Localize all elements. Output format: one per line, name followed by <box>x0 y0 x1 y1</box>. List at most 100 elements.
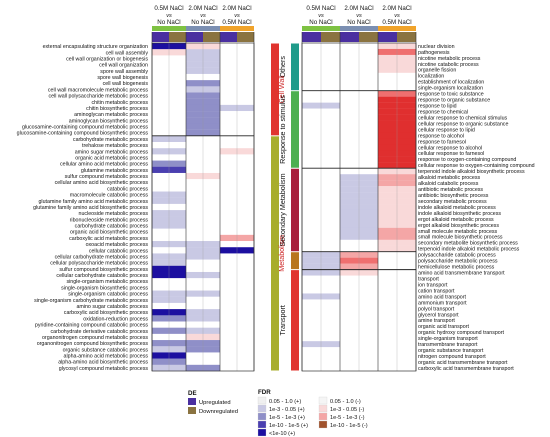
row-label: catabolic process <box>107 186 148 192</box>
row-label: macromolecule catabolic process <box>70 193 149 199</box>
row-label: cellular response to alcohol <box>418 145 482 151</box>
row-label: transport <box>418 276 439 282</box>
row-label: single-organism transport <box>418 336 478 342</box>
row-label: organic acid transmembrane transport <box>418 360 508 366</box>
column-header-top: 2.0M NaCl <box>222 5 251 12</box>
row-label: small molecule biosynthetic process <box>418 235 503 241</box>
fdr-down-label: 0.05 - 1.0 (-) <box>330 399 361 405</box>
group-color-strip <box>291 270 299 371</box>
row-label: organic acid metabolic process <box>75 155 148 161</box>
row-label: response to lipid <box>418 104 457 110</box>
row-label: single-organism localization <box>418 86 483 92</box>
row-label: cellular response to farnesol <box>418 151 484 157</box>
fdr-up-swatch <box>257 412 267 421</box>
group-label: Cell Wall <box>277 75 286 103</box>
column-color-bar <box>378 26 416 31</box>
fdr-down-label: 1e-10 - 1e-5 (-) <box>330 423 368 429</box>
row-label: localization <box>418 74 444 80</box>
row-label: cell wall assembly <box>106 50 149 56</box>
row-label: amino sugar metabolic process <box>75 149 149 155</box>
row-label: cell wall organization or biogenesis <box>66 56 148 62</box>
row-label: cell wall biogenesis <box>103 81 149 87</box>
row-label: cell wall polysaccharide metabolic proce… <box>48 94 148 100</box>
row-label: cation transport <box>418 288 455 294</box>
row-label: alkaloid metabolic process <box>418 175 480 181</box>
fdr-down-swatch <box>318 396 328 405</box>
row-label: cellular catabolic process <box>89 248 149 254</box>
row-label: terpenoid indole alkaloid metabolic proc… <box>418 247 520 253</box>
row-label: glutamine family amino acid biosynthetic… <box>33 205 148 211</box>
row-label: ribonucleoside metabolic process <box>70 217 149 223</box>
group-color-strip <box>291 91 299 168</box>
group-label: Others <box>278 56 287 78</box>
row-label: carbohydrate catabolic process <box>75 224 149 230</box>
row-label: single-organism biosynthetic process <box>61 285 148 291</box>
row-label: cell wall macromolecule metabolic proces… <box>48 87 148 93</box>
row-label: response to alcohol <box>418 133 464 139</box>
column-header-top: 0.5M NaCl <box>154 5 183 12</box>
column-header-top: 2.0M NaCl <box>382 5 411 12</box>
column-color-bar <box>220 26 254 31</box>
row-label: response to organic substance <box>418 98 490 104</box>
row-label: cell wall organization <box>99 63 148 69</box>
row-label: sulfur compound metabolic process <box>65 174 149 180</box>
row-label: carboxylic acid metabolic process <box>69 236 148 242</box>
de-legend-swatch <box>188 398 196 405</box>
column-color-bar <box>186 26 220 31</box>
row-label: chitin metabolic process <box>91 100 148 106</box>
row-label: cellular carbohydrate metabolic process <box>55 254 149 260</box>
row-label: carboxylic acid transmembrane transport <box>418 366 514 372</box>
row-label: ergot alkaloid biosynthetic process <box>418 223 499 229</box>
column-color-bar <box>302 26 340 31</box>
column-header-bottom: 0.5M NaCl <box>382 19 411 26</box>
fdr-up-swatch <box>257 420 267 429</box>
row-label: nuclear division <box>418 44 455 50</box>
row-label: chitin biosynthetic process <box>86 106 148 112</box>
row-label: amino acid transport <box>418 294 467 300</box>
row-label: antibiotic metabolic process <box>418 187 483 193</box>
row-label: response to chemical <box>418 109 468 115</box>
fdr-up-label: 0.05 - 1.0 (+) <box>269 399 301 405</box>
row-label: trehalose metabolic process <box>82 143 148 149</box>
fdr-up-label: <1e-10 (+) <box>269 431 295 437</box>
column-header-bottom: No NaCl <box>347 19 370 26</box>
row-label: glycerol transport <box>418 312 459 318</box>
row-label: sulfur compound biosynthetic process <box>59 267 148 273</box>
row-label: glucosamine-containing compound biosynth… <box>17 131 149 137</box>
row-label: aminoglycan metabolic process <box>74 112 148 118</box>
group-color-strip <box>271 136 279 371</box>
group-color-strip <box>271 43 279 136</box>
column-header-bottom: No NaCl <box>157 19 180 26</box>
group-label: Metabolism <box>277 235 286 272</box>
row-label: ammonium transport <box>418 300 467 306</box>
heatmap-border <box>301 42 417 372</box>
column-color-bar <box>152 26 186 31</box>
row-label: glycosyl compound metabolic process <box>59 366 149 372</box>
row-label: cellular response to organic substance <box>418 121 508 127</box>
row-label: response to farnesol <box>418 139 466 145</box>
column-header-bottom: No NaCl <box>309 19 332 26</box>
de-downregulated-cell <box>359 32 378 42</box>
fdr-up-swatch <box>257 396 267 405</box>
row-label: organic acid biosynthetic process <box>70 230 148 236</box>
row-label: establishment of localization <box>418 80 484 86</box>
row-label: spore wall assembly <box>100 69 148 75</box>
row-label: secondary metabolic process <box>418 199 487 205</box>
fdr-down-label: 1e-5 - 1e-3 (-) <box>330 415 365 421</box>
row-label: polysaccharide catabolic process <box>418 253 496 259</box>
row-label: cellular response to lipid <box>418 127 475 133</box>
row-label: organelle fission <box>418 68 456 74</box>
row-label: cellular response to oxygen-containing c… <box>418 163 535 169</box>
row-label: ergot alkaloid metabolic process <box>418 217 494 223</box>
de-downregulated-cell <box>203 32 220 42</box>
row-label: polysaccharide metabolic process <box>418 259 498 265</box>
de-legend-swatch <box>188 407 196 414</box>
row-label: cellular carbohydrate catabolic process <box>56 273 148 279</box>
fdr-up-label: 1e-5 - 1e-3 (+) <box>269 415 305 421</box>
column-header-bottom: No NaCl <box>191 19 214 26</box>
row-label: nicotine catabolic process <box>418 62 479 68</box>
